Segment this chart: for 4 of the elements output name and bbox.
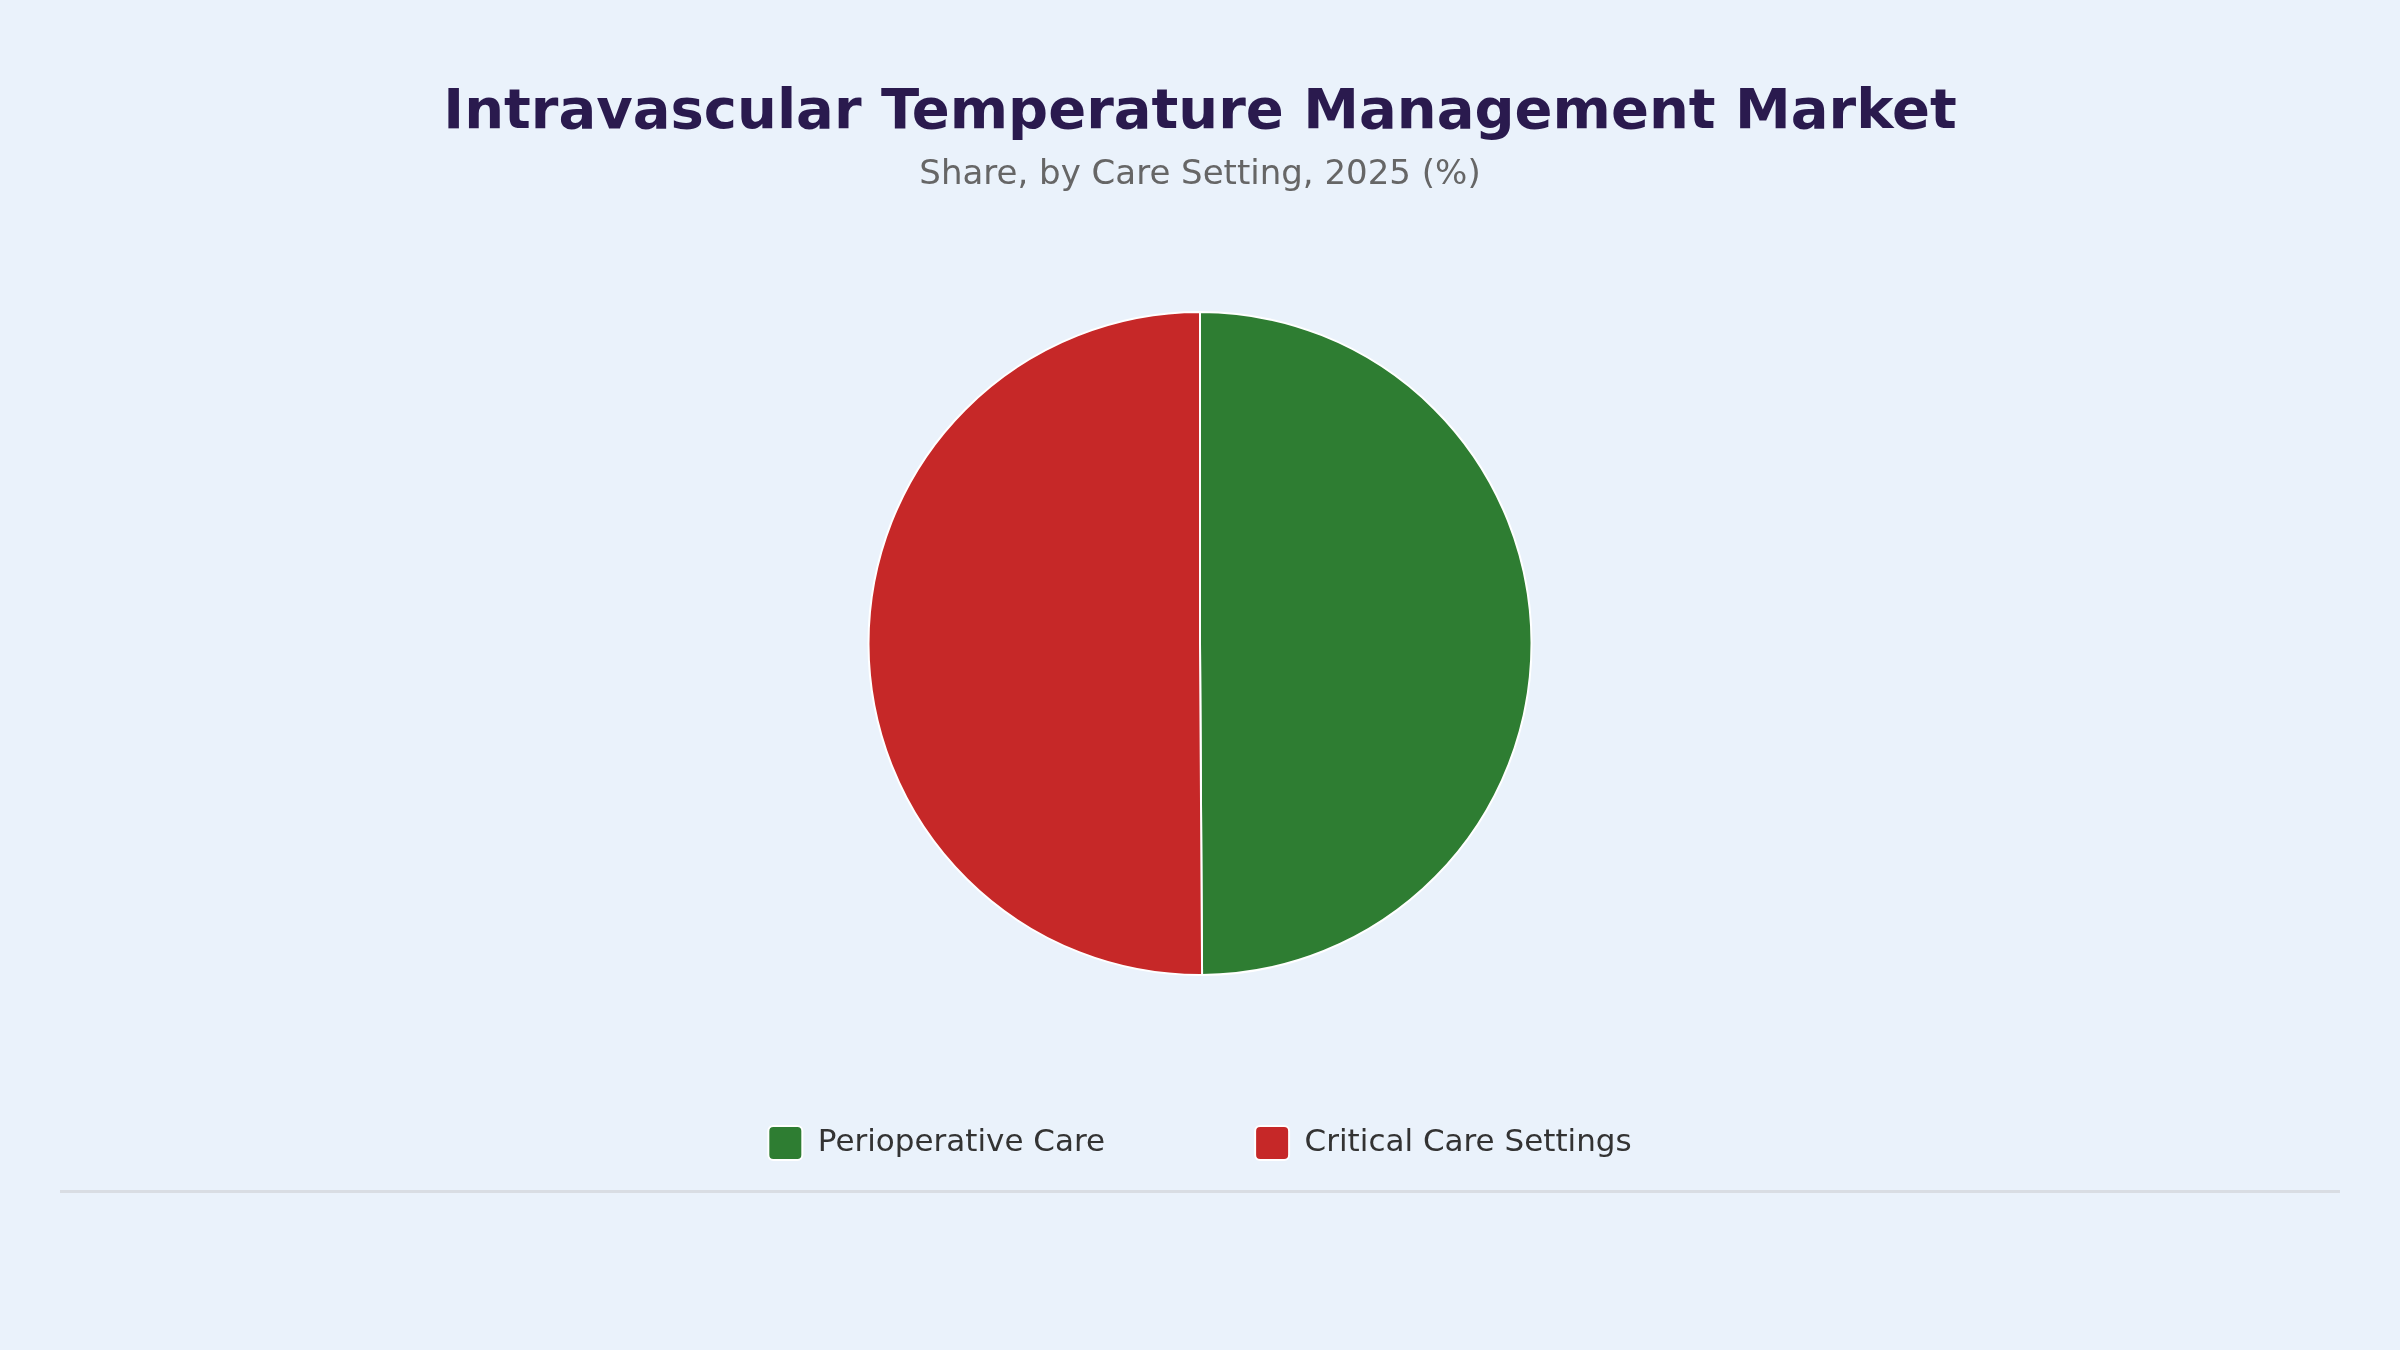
legend-label: Critical Care Settings (1304, 1122, 1632, 1159)
legend-label: Perioperative Care (817, 1122, 1106, 1159)
chart-title: Intravascular Temperature Management Market (443, 76, 1957, 142)
chart-subtitle: Share, by Care Setting, 2025 (%) (919, 152, 1481, 193)
